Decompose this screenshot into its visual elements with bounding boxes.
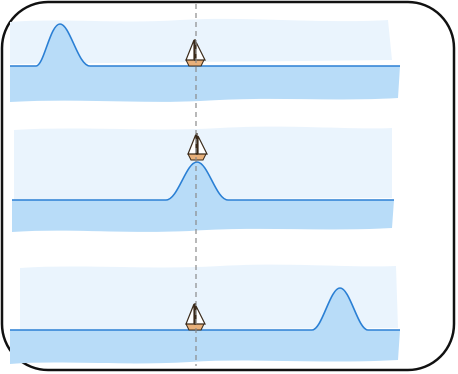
wave-line: [10, 23, 400, 67]
water-band: [10, 66, 400, 102]
sky-band: [10, 18, 392, 64]
water-band: [10, 330, 400, 364]
wave-line: [12, 161, 394, 201]
panel-wave-center: [12, 126, 394, 232]
wave-crest: [12, 162, 394, 200]
sky-band: [20, 264, 398, 330]
sky-band: [14, 126, 392, 200]
wave-line: [10, 287, 400, 331]
wave-crest: [10, 288, 400, 330]
panel-wave-left: [10, 18, 400, 102]
water-band: [12, 200, 394, 232]
panel-wave-right: [10, 264, 400, 364]
wave-crest: [10, 24, 400, 66]
